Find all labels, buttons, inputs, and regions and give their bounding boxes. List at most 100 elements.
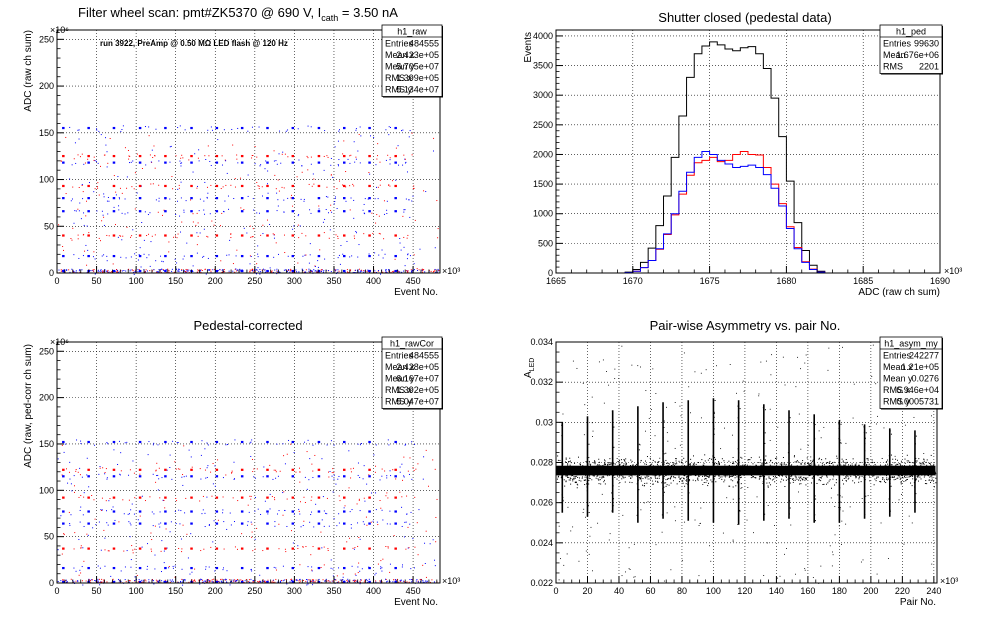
data-point — [103, 193, 105, 195]
data-point — [622, 469, 624, 471]
data-point — [71, 268, 73, 270]
data-point — [658, 475, 660, 477]
data-point — [709, 458, 711, 460]
data-point — [643, 469, 645, 471]
data-point — [313, 526, 315, 528]
band-mark — [190, 197, 193, 200]
data-point — [908, 473, 910, 475]
outlier-point — [666, 406, 667, 408]
data-point — [581, 465, 583, 467]
data-point — [312, 444, 314, 446]
data-point — [907, 470, 909, 472]
data-point — [559, 471, 561, 473]
data-point — [86, 200, 88, 202]
outlier-point — [592, 570, 593, 572]
data-point — [162, 269, 164, 271]
data-point — [875, 471, 877, 473]
data-point — [194, 568, 196, 570]
data-point — [229, 239, 231, 241]
data-point — [868, 474, 870, 476]
data-point — [793, 472, 795, 474]
data-point — [399, 271, 401, 273]
data-point — [910, 475, 912, 477]
data-point — [157, 489, 159, 491]
outlier-point — [601, 493, 603, 495]
data-point — [651, 474, 653, 476]
data-point — [144, 211, 146, 213]
data-point — [206, 496, 208, 498]
spike-point — [638, 489, 640, 491]
data-point — [75, 162, 77, 164]
data-point — [349, 256, 351, 258]
data-point — [173, 236, 175, 238]
data-point — [170, 145, 172, 147]
data-point — [307, 566, 309, 568]
outlier-point — [655, 544, 657, 546]
data-point — [323, 510, 325, 512]
data-point — [177, 581, 179, 583]
data-point — [367, 269, 369, 271]
data-point — [130, 256, 132, 258]
data-point — [593, 470, 595, 472]
spike-point — [712, 421, 714, 423]
data-point — [736, 482, 738, 484]
band-mark — [394, 126, 397, 130]
data-point — [686, 466, 688, 468]
data-point — [906, 454, 908, 456]
data-point — [131, 186, 133, 188]
data-point — [222, 210, 224, 212]
data-point — [385, 546, 387, 548]
data-point — [809, 464, 811, 466]
data-point — [275, 477, 277, 479]
data-point — [861, 472, 863, 474]
data-point — [97, 578, 99, 580]
data-point — [153, 442, 155, 444]
data-point — [118, 205, 120, 207]
data-point — [345, 171, 347, 173]
data-point — [69, 126, 71, 128]
outlier-point — [837, 494, 839, 496]
data-point — [198, 210, 200, 212]
data-point — [900, 475, 902, 477]
data-point — [413, 270, 415, 272]
data-point — [187, 270, 189, 272]
data-point — [419, 248, 421, 250]
data-point — [157, 271, 159, 273]
outlier-point — [797, 491, 799, 493]
data-point — [422, 271, 424, 273]
data-point — [225, 579, 227, 581]
data-point — [761, 465, 763, 467]
data-point — [398, 581, 400, 583]
data-point — [795, 476, 797, 478]
data-point — [104, 565, 106, 567]
data-point — [94, 580, 96, 582]
data-point — [434, 559, 436, 561]
data-point — [715, 463, 717, 465]
data-point — [812, 459, 814, 461]
data-point — [798, 473, 800, 475]
data-point — [363, 212, 365, 214]
data-point — [691, 466, 693, 468]
band-mark — [291, 184, 295, 188]
data-point — [770, 459, 772, 461]
data-point — [107, 269, 109, 271]
data-point — [156, 581, 158, 583]
data-point — [206, 186, 208, 188]
plot-background — [57, 342, 440, 583]
data-point — [631, 464, 633, 466]
data-point — [104, 472, 106, 474]
data-point — [419, 578, 421, 580]
data-point — [257, 256, 259, 258]
data-point — [388, 269, 390, 271]
data-point — [262, 195, 264, 197]
data-point — [122, 125, 124, 127]
spike-point — [737, 448, 739, 450]
data-point — [681, 468, 683, 470]
outlier-point — [800, 368, 802, 370]
outlier-point — [716, 365, 717, 367]
data-point — [414, 219, 416, 221]
data-point — [809, 470, 811, 472]
outlier-point — [608, 384, 610, 386]
outlier-point — [861, 498, 863, 499]
stats-label: RMS x — [385, 73, 413, 83]
